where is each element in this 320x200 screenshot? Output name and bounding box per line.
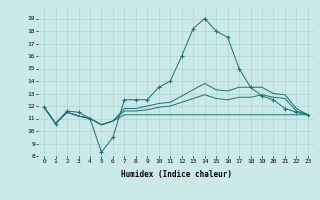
X-axis label: Humidex (Indice chaleur): Humidex (Indice chaleur): [121, 170, 231, 179]
